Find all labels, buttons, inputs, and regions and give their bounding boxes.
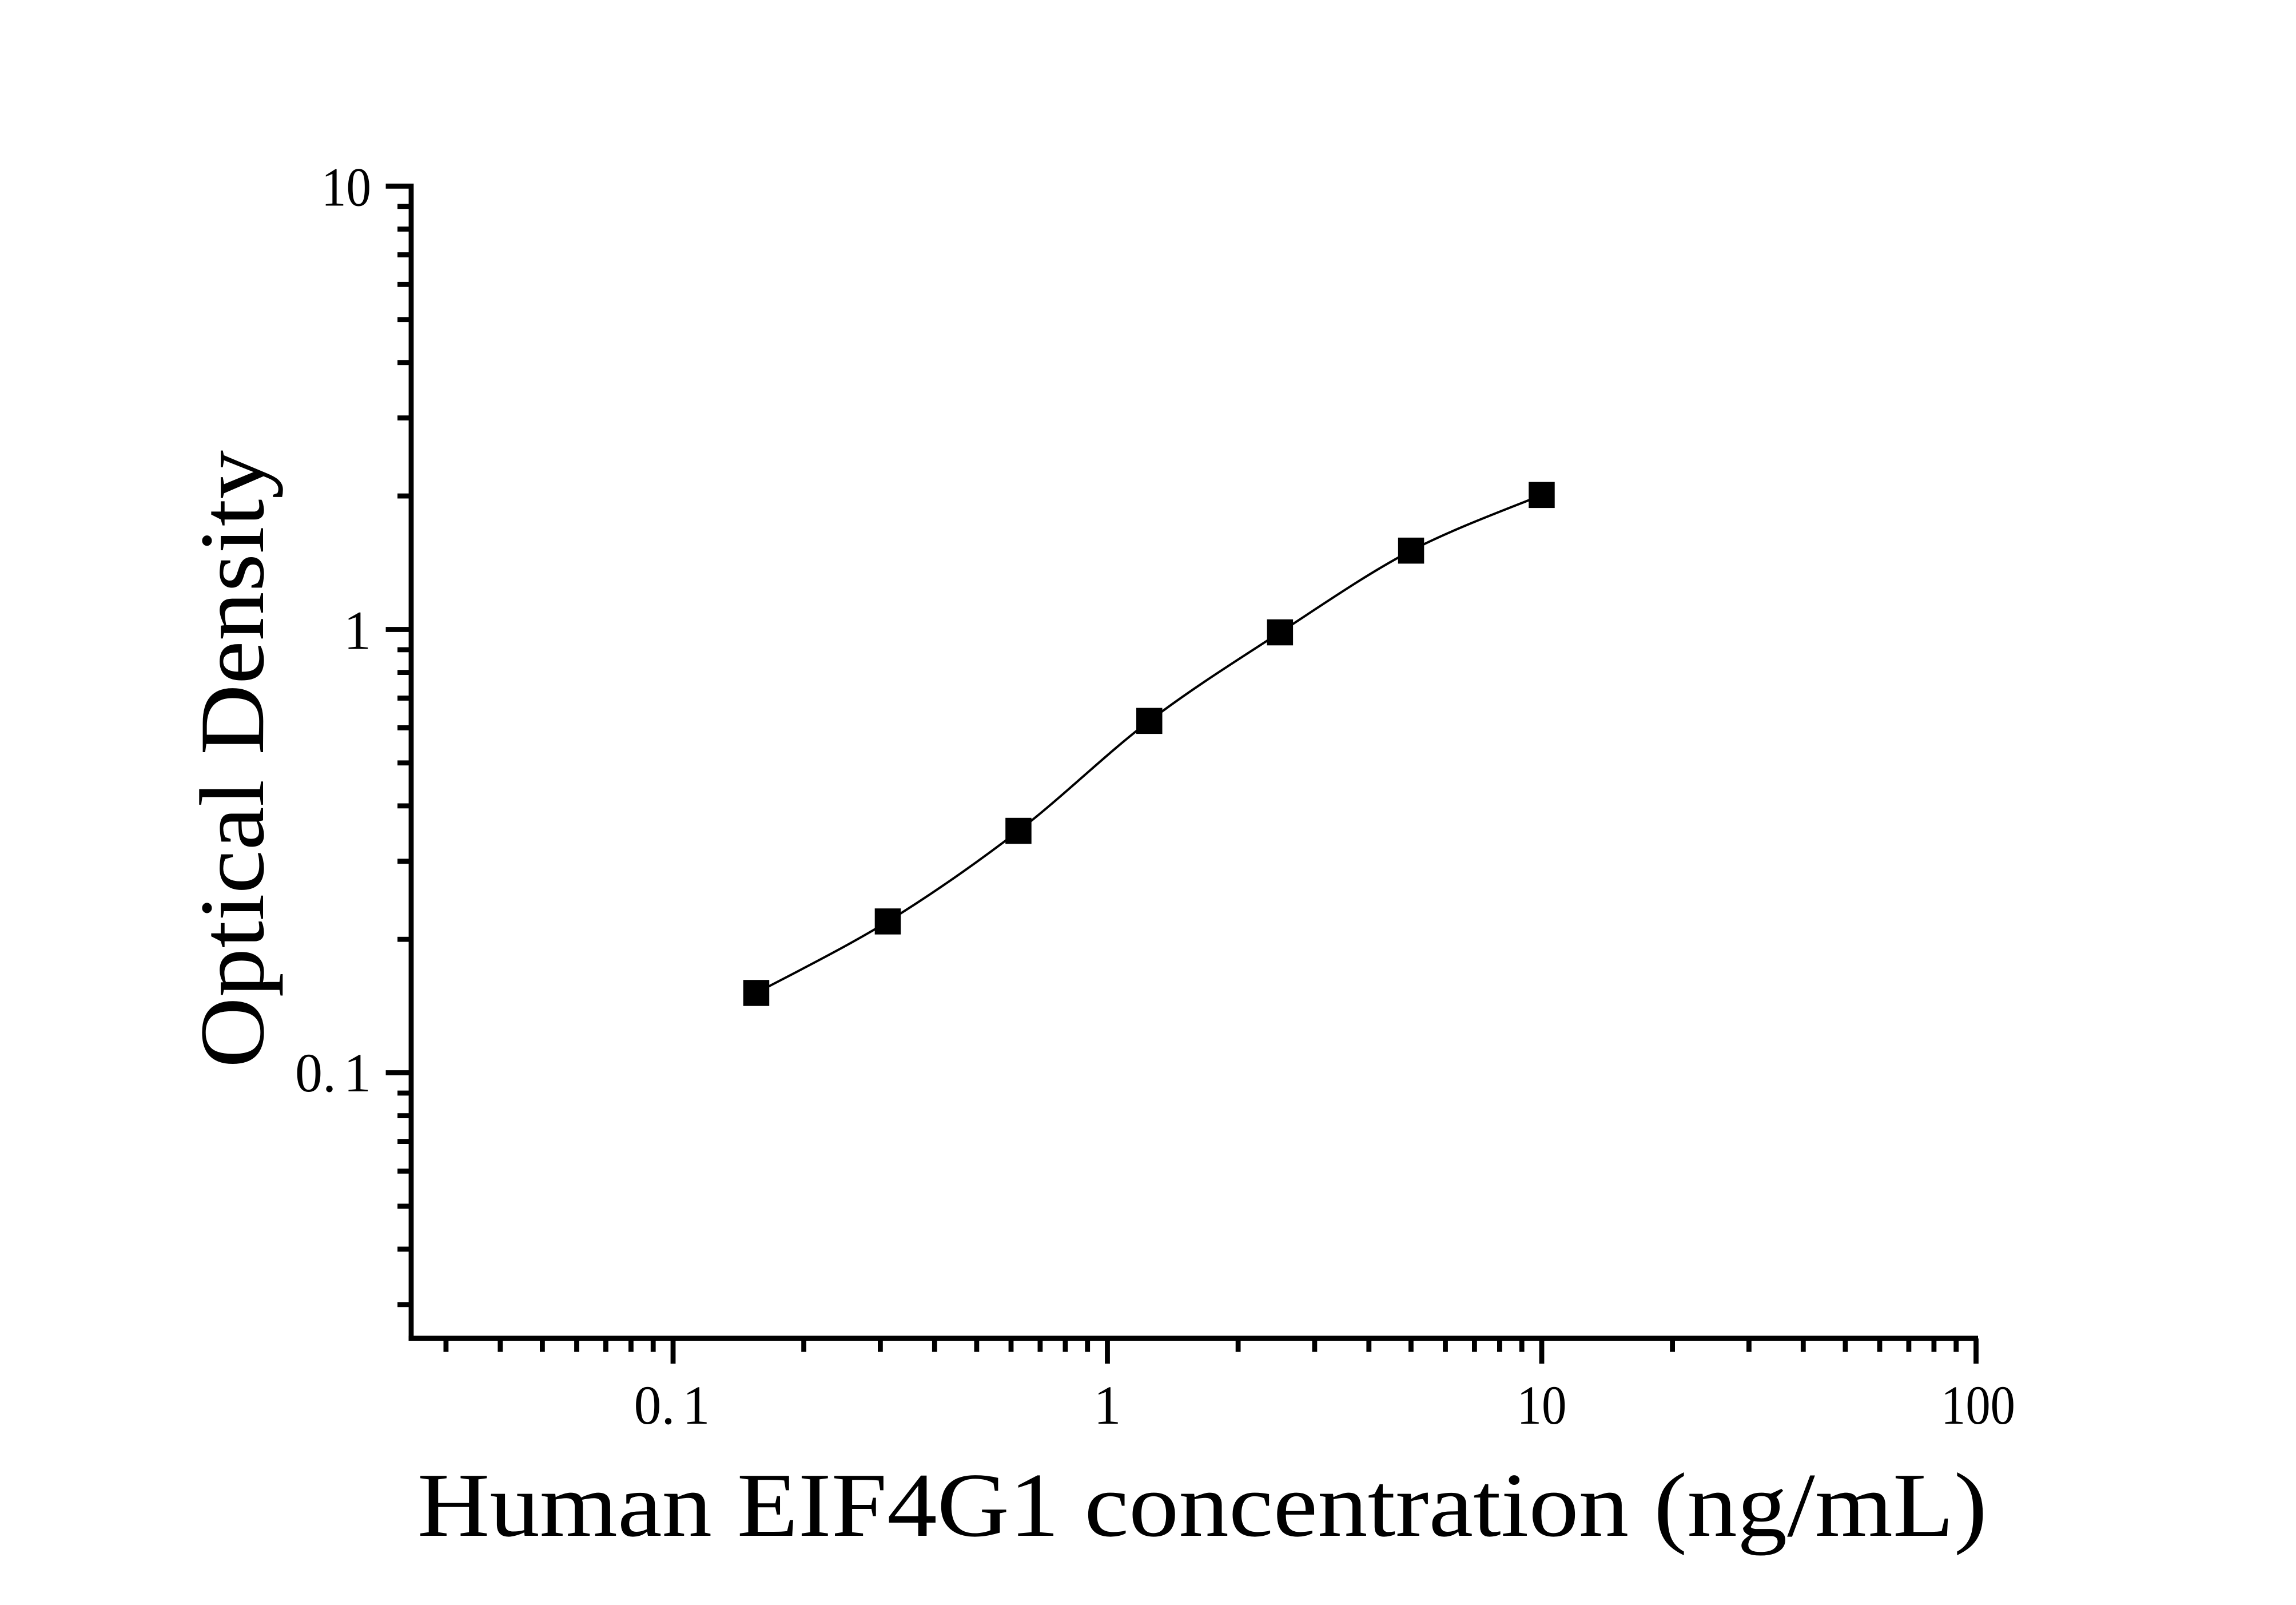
svg-text:Optical Density: Optical Density [181, 450, 283, 1068]
svg-text:10: 10 [321, 157, 371, 218]
svg-text:100: 100 [1941, 1374, 2015, 1436]
svg-text:0.1: 0. 1 [634, 1374, 710, 1436]
svg-text:1: 1 [1094, 1374, 1121, 1436]
svg-text:0.1: 0. 1 [295, 1042, 371, 1103]
svg-text:1: 1 [344, 600, 371, 661]
svg-text:Human EIF4G1 concentration (ng: Human EIF4G1 concentration (ng/mL) [417, 1454, 1987, 1556]
svg-text:10: 10 [1517, 1374, 1567, 1436]
